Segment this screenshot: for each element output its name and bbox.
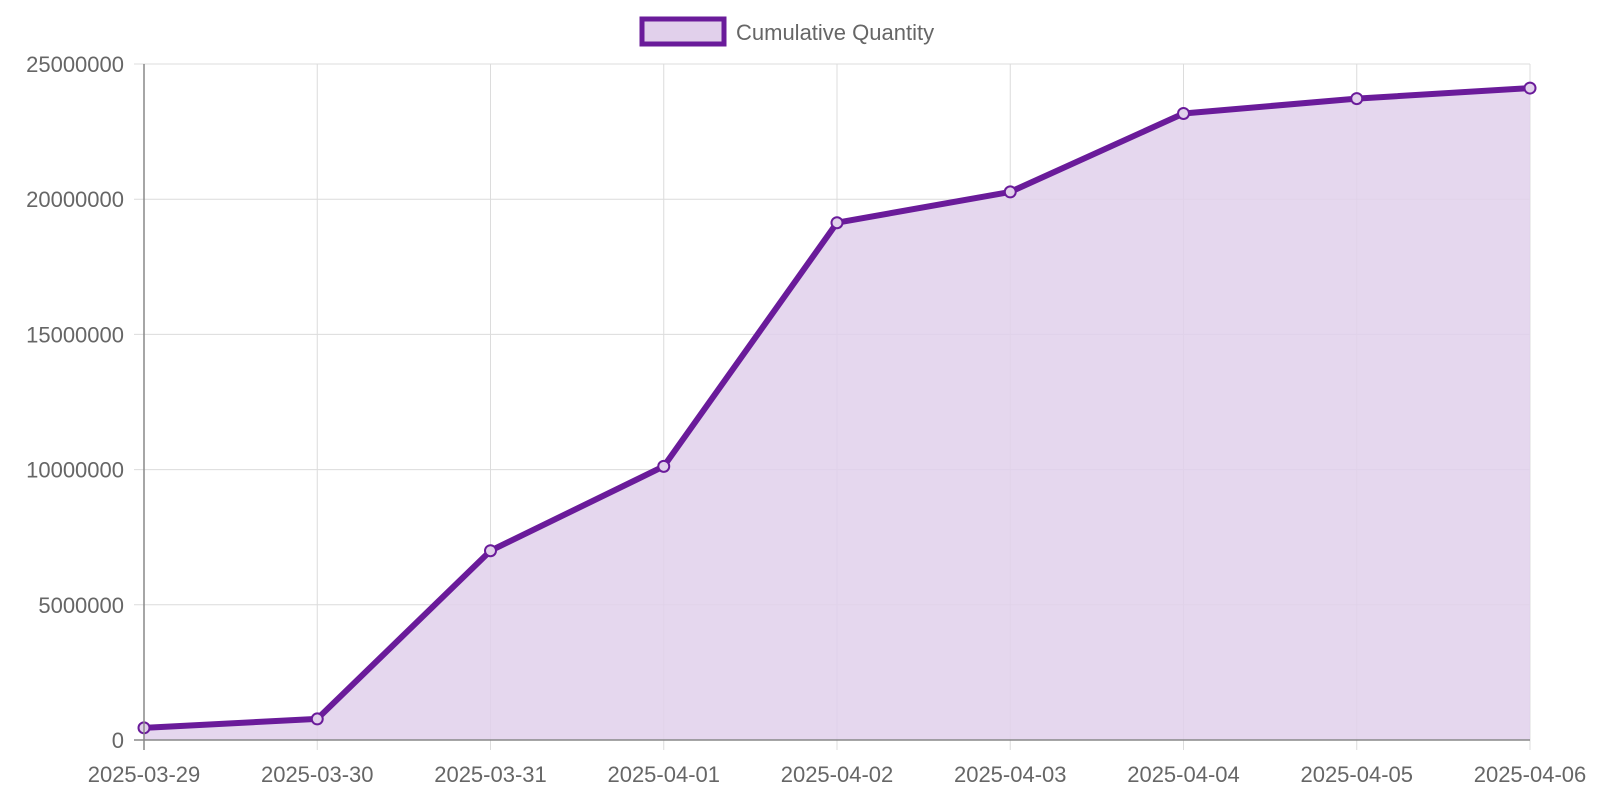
x-tick-label: 2025-03-30 [261,762,374,787]
plot-area [137,81,1537,740]
series-area-fill [144,88,1530,740]
chart-axes [134,64,1530,750]
x-tick-label: 2025-03-29 [88,762,201,787]
legend-label: Cumulative Quantity [736,20,934,45]
y-tick-label: 0 [112,728,124,753]
y-tick-label: 25000000 [26,52,124,77]
data-point[interactable] [1177,106,1190,120]
data-point[interactable] [1523,81,1537,95]
data-point[interactable] [657,459,671,473]
x-tick-label: 2025-04-01 [607,762,720,787]
y-tick-label: 15000000 [26,322,124,347]
data-point[interactable] [1003,185,1017,199]
legend-swatch [639,16,727,47]
x-tick-label: 2025-04-06 [1474,762,1587,787]
y-tick-label: 5000000 [38,593,124,618]
data-point[interactable] [310,712,324,726]
data-point[interactable] [484,544,497,558]
x-tick-label: 2025-04-05 [1300,762,1413,787]
data-point[interactable] [1350,92,1364,106]
data-point[interactable] [830,216,844,230]
x-tick-label: 2025-03-31 [434,762,547,787]
x-tick-label: 2025-04-03 [954,762,1067,787]
x-tick-label: 2025-04-02 [781,762,894,787]
y-tick-label: 10000000 [26,458,124,483]
x-tick-label: 2025-04-04 [1127,762,1240,787]
y-tick-label: 20000000 [26,187,124,212]
tick-labels: 0 5000000 10000000 15000000 20000000 25000000… [26,52,1586,787]
chart-legend[interactable]: Cumulative Quantity [639,16,934,47]
